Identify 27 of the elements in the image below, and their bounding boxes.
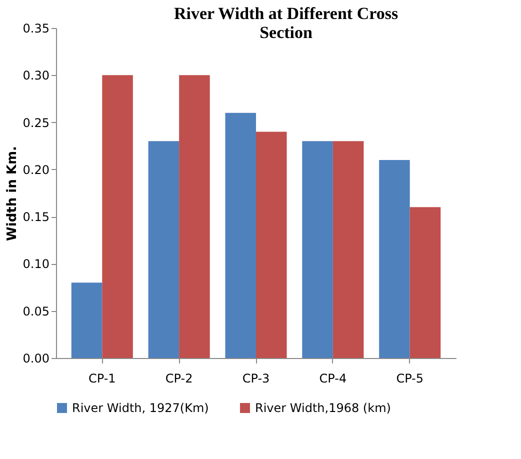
- y-tick-label: 0.00: [22, 352, 50, 366]
- bar: [225, 112, 256, 358]
- y-tick-label: 0.25: [22, 116, 50, 130]
- y-axis-title: Width in Km.: [4, 146, 20, 241]
- x-tick-label: CP-1: [88, 372, 116, 386]
- y-tick-label: 0.15: [22, 210, 50, 224]
- bar: [302, 141, 333, 358]
- chart-title: River Width at Different Cross Section: [174, 4, 398, 42]
- y-tick-label: 0.10: [22, 257, 50, 272]
- bar: [148, 141, 180, 358]
- legend-label: River Width, 1927(Km): [72, 401, 209, 415]
- bar: [410, 207, 441, 358]
- y-tick-label: 0.05: [22, 304, 50, 318]
- bar: [179, 75, 210, 358]
- bar: [379, 160, 410, 358]
- x-tick-label: CP-5: [396, 372, 424, 386]
- x-tick-label: CP-2: [165, 372, 193, 386]
- y-tick-label: 0.35: [22, 22, 50, 36]
- legend-label: River Width,1968 (km): [255, 401, 391, 415]
- bar: [102, 75, 133, 358]
- y-tick-label: 0.30: [22, 68, 50, 83]
- x-tick-label: CP-4: [319, 372, 347, 386]
- bar: [71, 282, 102, 358]
- x-tick-label: CP-3: [242, 372, 270, 386]
- y-tick-label: 0.20: [22, 162, 50, 177]
- bar: [332, 141, 364, 358]
- bar: [256, 132, 287, 358]
